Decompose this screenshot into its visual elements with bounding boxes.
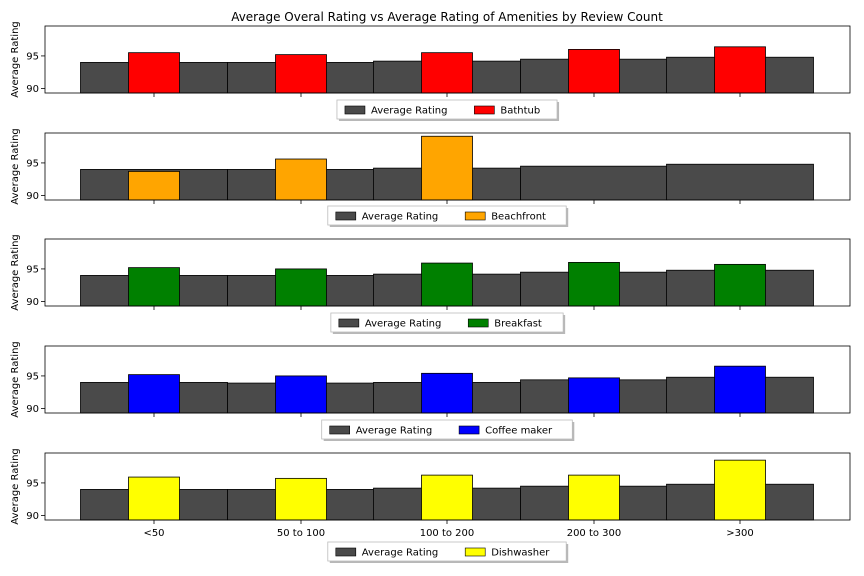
legend-label-average-rating: Average Rating	[362, 212, 438, 223]
legend-box	[327, 205, 567, 226]
legend: Average Rating Dishwasher	[327, 541, 569, 563]
legend-label-amenity: Coffee maker	[485, 426, 553, 437]
bar-amenity	[275, 158, 327, 201]
bar-amenity	[421, 135, 473, 201]
legend: Average Rating Breakfast	[330, 312, 566, 334]
legend: Average Rating Coffee maker	[321, 419, 575, 441]
legend: Average Rating Bathtub	[336, 99, 560, 121]
x-tick-label: 100 to 200	[420, 528, 475, 539]
bar-amenity	[421, 52, 473, 94]
legend-box	[336, 99, 558, 120]
y-tick-label: 95	[26, 264, 39, 275]
panel-coffee-maker: 90 95 Average Rating Average Rating Coffee m…	[10, 341, 851, 441]
bar-amenity	[714, 46, 766, 94]
legend-label-average-rating: Average Rating	[371, 106, 447, 117]
y-axis-label: Average Rating	[10, 21, 21, 97]
y-tick-label: 95	[26, 51, 39, 62]
bar-amenity	[128, 170, 180, 201]
axes-frame	[44, 238, 851, 307]
legend-swatch-amenity	[464, 547, 486, 557]
legend-label-amenity: Beachfront	[491, 212, 546, 223]
bar-amenity	[275, 477, 327, 521]
y-tick-label: 90	[26, 404, 39, 415]
legend-box	[330, 312, 564, 333]
axes-frame	[44, 345, 851, 414]
y-tick-label: 90	[26, 297, 39, 308]
bar-average-rating	[666, 163, 814, 201]
legend-label-amenity: Dishwasher	[491, 548, 550, 559]
y-tick-label: 90	[26, 84, 39, 95]
bar-amenity	[128, 267, 180, 307]
bar-amenity	[128, 476, 180, 521]
legend-swatch-amenity	[458, 425, 480, 435]
y-tick-label: 90	[26, 511, 39, 522]
y-axis-label: Average Rating	[10, 341, 21, 417]
panel-breakfast: 90 95 Average Rating Average Rating Breakfas…	[10, 234, 851, 334]
y-tick-label: 95	[26, 478, 39, 489]
bar-amenity	[128, 374, 180, 414]
bar-amenity	[568, 377, 620, 414]
legend-label-average-rating: Average Rating	[356, 426, 432, 437]
bar-amenity	[568, 262, 620, 307]
bar-amenity	[275, 375, 327, 414]
bar-amenity	[421, 474, 473, 521]
legend-swatch-amenity	[474, 105, 495, 115]
bar-amenity	[714, 263, 766, 307]
panel-bathtub: 90 95 Average Rating Average Rating Bathtub	[10, 21, 851, 121]
bar-amenity	[714, 365, 766, 414]
legend-swatch-average-rating	[335, 547, 357, 557]
y-tick-label: 90	[26, 191, 39, 202]
legend-swatch-amenity	[467, 318, 489, 328]
y-axis-label: Average Rating	[10, 448, 21, 524]
legend-swatch-average-rating	[329, 425, 351, 435]
axes-frame	[44, 132, 851, 201]
legend-swatch-amenity	[464, 211, 486, 221]
y-axis-label: Average Rating	[10, 128, 21, 204]
axes-frame	[44, 25, 851, 94]
y-tick-label: 95	[26, 371, 39, 382]
legend-label-amenity: Bathtub	[500, 106, 540, 117]
bar-amenity	[275, 54, 327, 94]
legend-swatch-average-rating	[344, 105, 366, 115]
legend-swatch-average-rating	[338, 318, 360, 328]
bar-amenity	[128, 52, 180, 94]
bar-amenity	[275, 268, 327, 307]
bar-amenity	[421, 372, 473, 414]
bar-amenity	[714, 459, 766, 521]
legend-label-amenity: Breakfast	[494, 319, 542, 330]
y-axis-label: Average Rating	[10, 234, 21, 310]
legend-box	[321, 419, 573, 440]
x-tick-label: 50 to 100	[277, 528, 325, 539]
panel-beachfront: 90 95 Average Rating Average Rating Beachfro…	[10, 128, 851, 227]
x-tick-label: <50	[143, 528, 164, 539]
legend-box	[327, 541, 567, 562]
x-tick-label: 200 to 300	[567, 528, 622, 539]
axes-frame	[44, 452, 851, 521]
legend: Average Rating Beachfront	[327, 205, 569, 227]
bar-average-rating	[520, 165, 668, 201]
legend-label-average-rating: Average Rating	[365, 319, 441, 330]
y-tick-label: 95	[26, 158, 39, 169]
chart-title: Average Overal Rating vs Average Rating …	[231, 10, 663, 24]
bar-amenity	[421, 262, 473, 307]
bar-amenity	[568, 49, 620, 94]
legend-swatch-average-rating	[335, 211, 357, 221]
x-tick-label: >300	[726, 528, 753, 539]
panel-dishwasher: 90 95 <50 50 to 100 100 to 200 200 to 300 >300…	[10, 448, 851, 563]
legend-label-average-rating: Average Rating	[362, 548, 438, 559]
bar-amenity	[568, 474, 620, 521]
